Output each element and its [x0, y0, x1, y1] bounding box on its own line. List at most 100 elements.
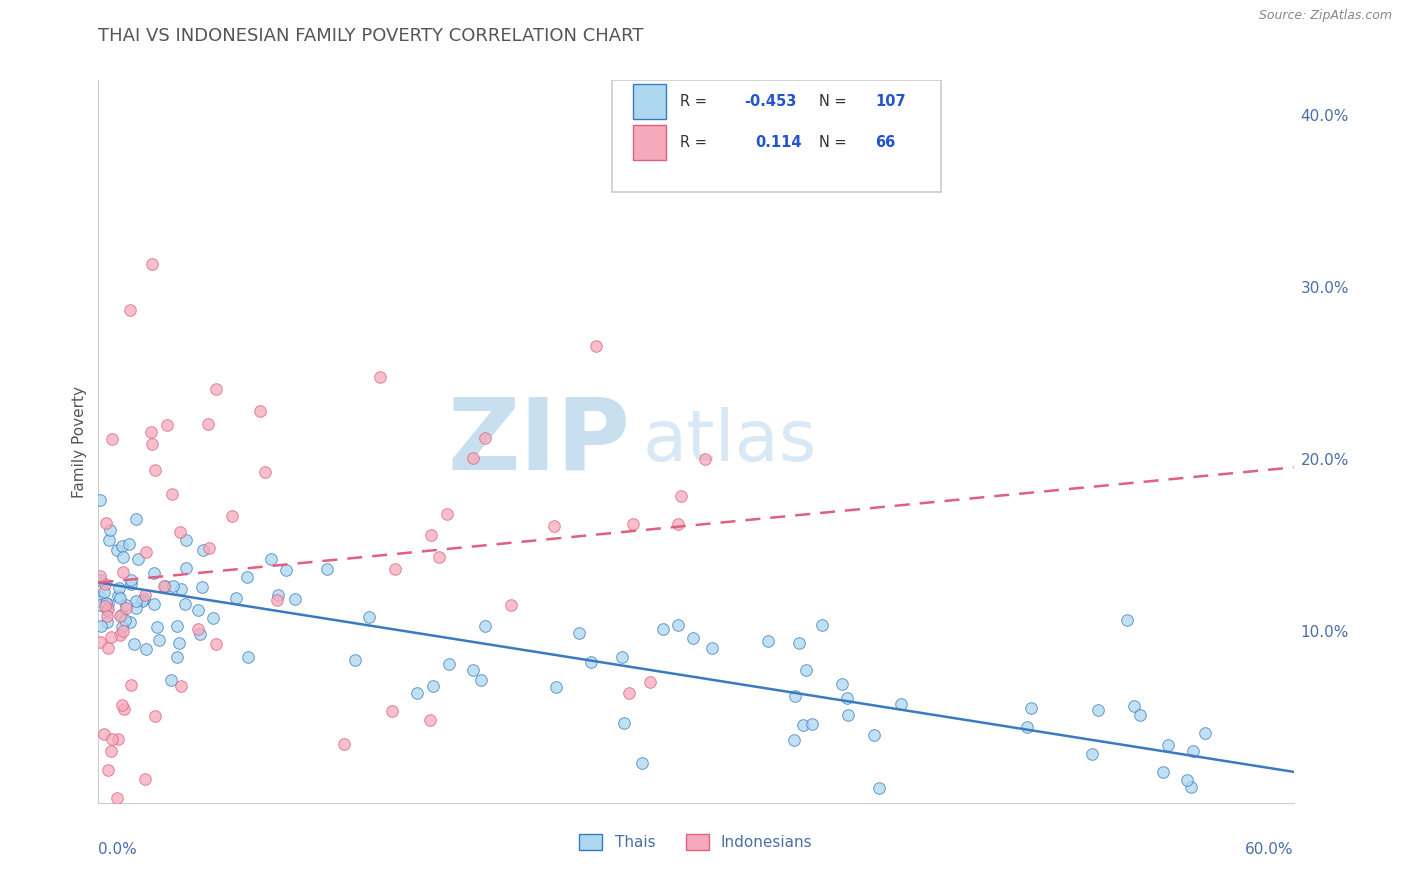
- Point: [238, 650, 260, 665]
- Point: [221, 508, 243, 523]
- Point: [187, 603, 209, 617]
- Point: [669, 490, 692, 504]
- Y-axis label: Family Poverty: Family Poverty: [72, 385, 87, 498]
- Point: [120, 577, 142, 591]
- Point: [419, 713, 441, 727]
- Point: [612, 649, 634, 664]
- Text: ZIP: ZIP: [447, 393, 630, 490]
- FancyBboxPatch shape: [633, 84, 666, 119]
- Point: [173, 597, 195, 611]
- Point: [96, 615, 118, 630]
- Point: [499, 598, 522, 612]
- Point: [169, 524, 191, 539]
- Point: [107, 589, 129, 603]
- Point: [436, 507, 458, 521]
- Point: [120, 302, 142, 317]
- Point: [783, 689, 806, 703]
- Point: [420, 527, 443, 541]
- Point: [198, 541, 221, 555]
- Point: [810, 618, 832, 632]
- Point: [1123, 698, 1146, 713]
- Point: [97, 764, 120, 778]
- Text: -0.453: -0.453: [744, 94, 796, 109]
- Point: [174, 561, 197, 575]
- Point: [253, 465, 276, 479]
- Point: [97, 640, 120, 655]
- Point: [146, 620, 169, 634]
- Point: [579, 655, 602, 669]
- Point: [384, 562, 406, 576]
- Point: [204, 637, 226, 651]
- Text: atlas: atlas: [643, 407, 817, 476]
- Point: [134, 589, 156, 603]
- Point: [160, 487, 183, 501]
- Point: [96, 609, 118, 624]
- Point: [260, 552, 283, 566]
- Point: [190, 580, 212, 594]
- Point: [170, 582, 193, 596]
- Point: [108, 591, 131, 606]
- Point: [141, 437, 163, 451]
- Point: [93, 584, 115, 599]
- Point: [89, 598, 111, 612]
- Point: [97, 597, 120, 611]
- Point: [422, 679, 444, 693]
- Point: [112, 624, 135, 638]
- FancyBboxPatch shape: [633, 125, 666, 160]
- Point: [702, 640, 724, 655]
- Point: [100, 743, 122, 757]
- Point: [131, 594, 153, 608]
- Point: [135, 545, 157, 559]
- Point: [97, 533, 120, 547]
- Point: [112, 702, 135, 716]
- Point: [1116, 613, 1139, 627]
- Point: [652, 623, 675, 637]
- Point: [89, 492, 111, 507]
- Point: [100, 432, 122, 446]
- FancyBboxPatch shape: [613, 80, 941, 193]
- Point: [142, 566, 165, 581]
- Point: [461, 663, 484, 677]
- Point: [1129, 708, 1152, 723]
- Point: [152, 580, 174, 594]
- Point: [118, 615, 141, 629]
- Point: [787, 636, 810, 650]
- Point: [205, 382, 228, 396]
- Point: [267, 588, 290, 602]
- Point: [201, 611, 224, 625]
- Point: [315, 562, 337, 576]
- Point: [236, 570, 259, 584]
- Point: [111, 540, 134, 554]
- Point: [889, 698, 911, 712]
- Point: [756, 633, 779, 648]
- Legend: Thais, Indonesians: Thais, Indonesians: [574, 829, 818, 856]
- Point: [470, 673, 492, 688]
- Point: [115, 599, 138, 613]
- Point: [783, 732, 806, 747]
- Point: [101, 731, 124, 746]
- Point: [141, 425, 163, 439]
- Text: 0.0%: 0.0%: [98, 842, 138, 856]
- Point: [118, 537, 141, 551]
- Text: R =: R =: [681, 135, 707, 150]
- Point: [837, 708, 859, 723]
- Point: [124, 593, 146, 607]
- Point: [544, 680, 567, 694]
- Point: [474, 431, 496, 445]
- Point: [585, 338, 607, 352]
- Point: [613, 715, 636, 730]
- Point: [1182, 744, 1205, 758]
- Text: R =: R =: [681, 94, 707, 109]
- Point: [124, 637, 146, 651]
- Point: [1019, 700, 1042, 714]
- Point: [631, 756, 654, 770]
- Point: [344, 653, 367, 667]
- Point: [276, 563, 298, 577]
- Point: [94, 577, 117, 591]
- Point: [405, 686, 427, 700]
- Point: [621, 516, 644, 531]
- Text: Source: ZipAtlas.com: Source: ZipAtlas.com: [1258, 9, 1392, 22]
- Point: [427, 549, 450, 564]
- Point: [94, 516, 117, 531]
- Point: [333, 737, 356, 751]
